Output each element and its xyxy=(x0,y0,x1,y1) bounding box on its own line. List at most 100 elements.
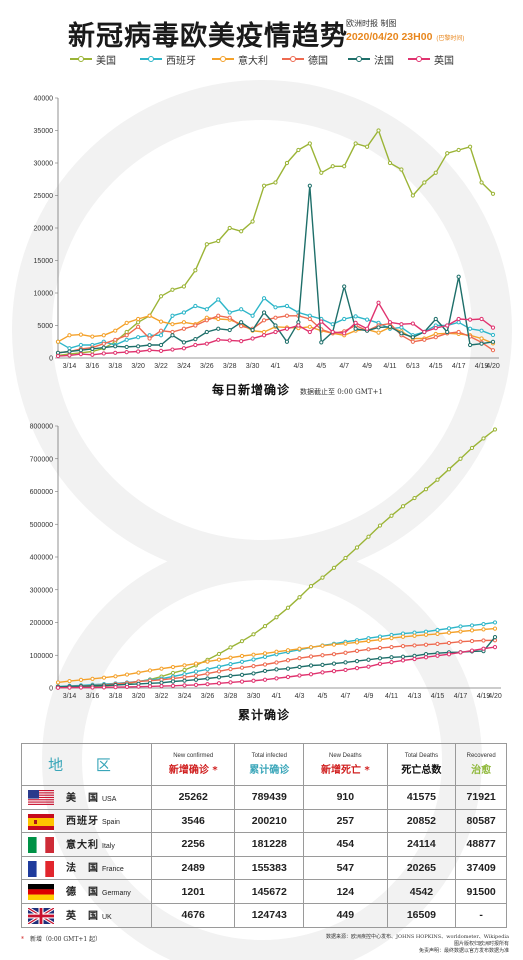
data-point-uk xyxy=(182,683,187,688)
data-point-france xyxy=(468,342,473,348)
data-point-italy xyxy=(55,339,61,344)
data-point-usa xyxy=(331,565,337,570)
data-point-france xyxy=(342,284,347,289)
data-point-italy xyxy=(182,663,187,668)
data-point-germany xyxy=(228,667,233,672)
data-point-france xyxy=(320,662,325,668)
data-point-usa xyxy=(433,170,438,175)
data-point-uk xyxy=(251,678,256,683)
data-point-usa xyxy=(492,427,498,432)
x-tick-label: 4/11 xyxy=(383,363,396,370)
data-point-france xyxy=(193,337,198,342)
y-tick-label: 30000 xyxy=(34,161,54,168)
legend-swatch xyxy=(212,54,234,64)
legend-item-germany: 德国 xyxy=(282,51,328,67)
data-point-spain xyxy=(307,313,312,318)
data-point-france xyxy=(490,339,496,344)
data-point-italy xyxy=(262,651,268,656)
data-point-italy xyxy=(469,628,475,633)
header-new-deaths-cn: 新增死亡 xyxy=(320,765,361,776)
data-point-italy xyxy=(412,633,417,638)
x-tick-label: 3/26 xyxy=(200,363,214,370)
data-point-uk xyxy=(387,320,393,325)
data-point-usa xyxy=(170,287,175,292)
cell-total-deaths: 16509 xyxy=(386,902,457,928)
x-tick-label: 4/15 xyxy=(429,363,443,370)
data-point-france xyxy=(239,672,245,677)
data-point-italy xyxy=(331,642,337,647)
credit: 欧洲时报 制图 xyxy=(346,19,397,28)
data-point-uk xyxy=(113,350,118,355)
data-point-uk xyxy=(101,685,107,690)
data-point-italy xyxy=(343,641,348,646)
footer-star: * xyxy=(21,936,24,943)
data-point-usa xyxy=(136,320,141,325)
x-tick-label: 4/7 xyxy=(341,693,351,700)
x-tick-label: 6/13 xyxy=(406,363,420,370)
header-new-deaths: New Deaths 新增死亡 * xyxy=(303,743,388,786)
data-point-uk xyxy=(159,684,164,689)
data-point-spain xyxy=(435,627,440,633)
data-point-france xyxy=(479,341,484,346)
data-point-france xyxy=(158,342,164,348)
data-point-france xyxy=(353,326,358,331)
data-point-uk xyxy=(227,338,232,343)
sources: 数据来源：欧洲疾控中心发布、JOHNS HOPKINS、worldometer、… xyxy=(326,934,509,955)
legend-item-france: 法国 xyxy=(348,51,394,67)
flag-us-icon xyxy=(28,789,54,806)
data-point-germany xyxy=(113,337,118,342)
data-point-uk xyxy=(78,352,83,357)
data-point-germany xyxy=(469,638,475,644)
data-point-uk xyxy=(261,333,267,338)
legend-swatch xyxy=(140,54,162,64)
data-point-italy xyxy=(216,657,222,662)
data-point-spain xyxy=(250,313,255,318)
data-point-uk xyxy=(193,682,199,687)
data-point-germany xyxy=(307,316,312,322)
data-point-france xyxy=(400,654,406,659)
data-point-uk xyxy=(239,339,244,344)
data-point-uk xyxy=(285,674,291,680)
data-point-france xyxy=(204,329,209,335)
data-point-germany xyxy=(147,336,152,341)
data-point-france xyxy=(90,346,95,351)
cell-country: 英 国 UK xyxy=(21,902,152,928)
data-point-usa xyxy=(182,667,187,673)
data-point-spain xyxy=(399,325,404,330)
data-point-italy xyxy=(389,636,394,641)
data-point-usa xyxy=(389,513,394,518)
country-name-en: Italy xyxy=(102,842,115,850)
data-point-uk xyxy=(78,685,84,690)
stats-table: 地 区 New confirmed 新增确诊 * Total infected … xyxy=(21,743,507,928)
data-point-spain xyxy=(181,310,187,315)
cell-new-confirmed: 3546 xyxy=(150,808,236,834)
table-row: 英 国 UK 4676 124743 449 16509- xyxy=(21,902,507,928)
data-point-france xyxy=(262,668,268,674)
data-point-italy xyxy=(159,666,164,671)
x-tick-label: 4/1 xyxy=(271,363,281,370)
data-point-germany xyxy=(193,673,199,678)
cell-recovered: 48877 xyxy=(455,832,507,857)
data-point-france xyxy=(331,661,337,666)
data-point-france xyxy=(251,671,256,676)
data-point-germany xyxy=(435,641,440,646)
data-point-italy xyxy=(297,646,302,651)
data-point-italy xyxy=(423,632,429,637)
country-name-cn: 西班牙 xyxy=(66,816,99,828)
data-point-uk xyxy=(469,648,475,653)
data-point-france xyxy=(78,348,83,353)
data-point-italy xyxy=(239,653,245,659)
flag-fr-icon xyxy=(28,860,54,877)
data-point-italy xyxy=(147,313,152,318)
cell-total-deaths: 20852 xyxy=(386,808,457,834)
data-point-germany xyxy=(389,644,394,650)
x-tick-label: 3/30 xyxy=(247,693,261,700)
data-point-germany xyxy=(216,669,222,674)
table-row: 法 国 France 2489 155383 547 20265 37409 xyxy=(21,855,507,881)
cell-new-confirmed: 2256 xyxy=(150,832,236,857)
data-point-france xyxy=(285,666,291,671)
header-new-confirmed-cn: 新增确诊 xyxy=(168,765,209,776)
data-point-usa xyxy=(274,615,279,620)
data-point-uk xyxy=(331,669,337,674)
chart-legend: 美国 西班牙 意大利 德国 法国 英国 xyxy=(70,51,510,67)
